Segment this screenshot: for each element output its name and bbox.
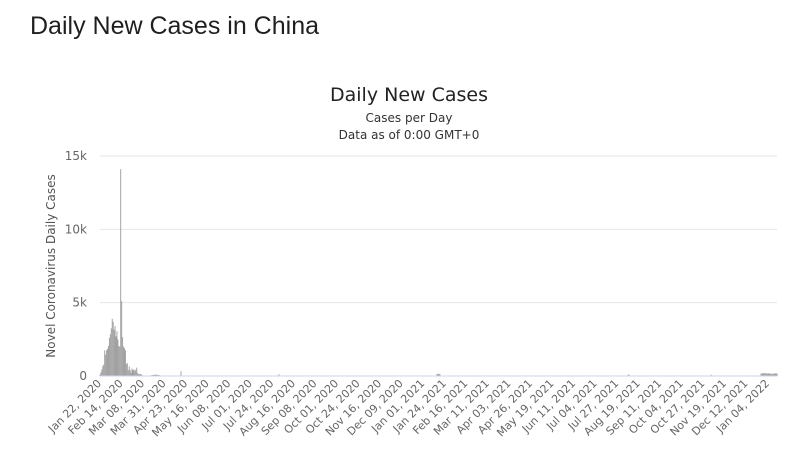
y-tick-label: 15k: [65, 149, 87, 163]
bar: [110, 328, 112, 376]
bar: [131, 368, 133, 376]
bar: [628, 374, 630, 376]
bar: [135, 369, 137, 376]
bar: [136, 367, 138, 376]
bar: [132, 369, 134, 376]
bar: [125, 363, 127, 376]
bar: [121, 301, 123, 376]
bar: [124, 350, 126, 376]
chart-subtitle-date: Data as of 0:00 GMT+0: [339, 128, 480, 142]
bar: [138, 374, 140, 376]
bar: [765, 373, 767, 376]
bar: [100, 372, 102, 376]
bar: [109, 334, 111, 376]
y-axis-label: Novel Coronavirus Daily Cases: [44, 174, 58, 357]
chart-title: Daily New Cases: [330, 84, 488, 106]
bar: [123, 346, 125, 376]
bar: [127, 370, 129, 376]
bar: [114, 326, 116, 376]
bar: [156, 374, 157, 376]
bar: [106, 350, 108, 376]
bar: [111, 318, 113, 376]
bar: [710, 374, 712, 376]
bar: [152, 374, 154, 376]
bar: [627, 374, 629, 376]
bar: [776, 373, 778, 376]
bar: [771, 373, 773, 376]
y-tick-label: 10k: [65, 222, 87, 236]
bar: [180, 371, 182, 376]
bar: [764, 373, 766, 376]
bar: [122, 337, 124, 376]
chart-subtitle: Cases per Day: [366, 111, 453, 125]
bar: [768, 373, 769, 376]
bar: [278, 374, 280, 376]
bar: [770, 373, 772, 376]
bar: [438, 374, 440, 376]
bar: [126, 363, 128, 376]
bar: [103, 364, 105, 376]
bar: [105, 354, 107, 376]
bar: [156, 374, 158, 376]
bar: [128, 366, 130, 376]
bar: [108, 337, 110, 376]
bar: [154, 374, 156, 376]
bar: [439, 374, 441, 376]
bar: [437, 373, 439, 376]
bar: [763, 373, 765, 376]
bar: [157, 374, 159, 376]
bar: [124, 348, 125, 376]
bar: [139, 374, 141, 376]
bar: [140, 373, 141, 376]
bar: [155, 374, 157, 376]
bar: [761, 373, 763, 376]
bar: [113, 329, 115, 376]
y-tick-label: 0: [79, 369, 87, 383]
bar: [108, 345, 109, 376]
bar: [772, 373, 774, 376]
bar: [99, 374, 101, 376]
bar: [129, 369, 131, 376]
bar: [767, 373, 769, 376]
bar: [436, 373, 438, 376]
bar: [762, 373, 764, 376]
bar: [119, 346, 121, 376]
page-title: Daily New Cases in China: [30, 12, 320, 40]
bar: [101, 369, 103, 376]
bar: [760, 373, 762, 376]
bar: [137, 372, 139, 376]
bars: [99, 169, 778, 377]
bar: [769, 373, 771, 376]
bar: [134, 371, 136, 376]
bar: [773, 373, 775, 376]
bar: [107, 348, 109, 376]
bar: [117, 339, 119, 376]
grid-lines: [100, 155, 777, 304]
bar: [130, 372, 132, 376]
bar: [775, 373, 777, 376]
bar: [102, 366, 104, 376]
bar: [112, 321, 114, 376]
bar: [120, 169, 122, 376]
bar: [115, 336, 117, 376]
bar: [140, 374, 142, 376]
bar: [768, 373, 770, 376]
bar: [766, 373, 768, 376]
bar: [104, 350, 106, 376]
bar: [774, 373, 776, 376]
bar: [116, 331, 118, 376]
bar: [133, 369, 135, 376]
bar: [118, 345, 120, 376]
y-tick-label: 5k: [72, 296, 87, 310]
bar: [153, 374, 155, 376]
y-tick-labels: 0 5k 10k 15k: [65, 149, 87, 383]
